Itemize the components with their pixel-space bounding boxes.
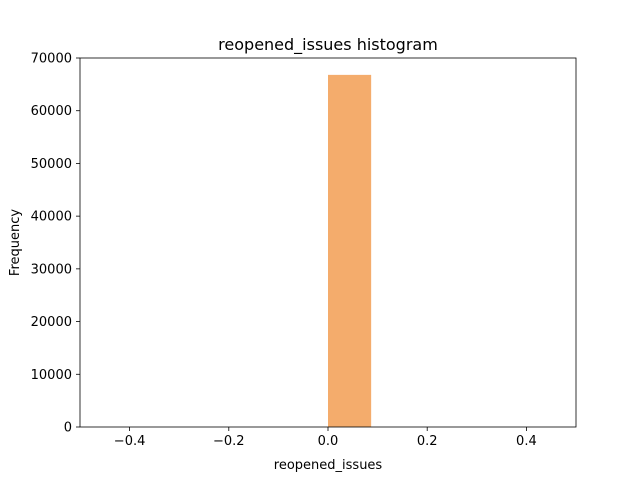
y-axis-ticks: 0 10000 20000 30000 40000 50000 60000 70000: [31, 52, 80, 436]
y-tick-label: 60000: [31, 104, 72, 119]
x-tick-label: −0.2: [213, 434, 245, 449]
bars-layer: [328, 74, 372, 428]
x-tick-label: 0.2: [417, 434, 438, 449]
y-tick-label: 70000: [31, 52, 72, 67]
y-tick-label: 50000: [31, 157, 72, 172]
y-axis-label: Frequency: [8, 209, 23, 276]
x-tick-label: −0.4: [114, 434, 146, 449]
x-axis-label: reopened_issues: [274, 458, 383, 473]
y-tick-label: 40000: [31, 210, 72, 225]
y-tick-label: 30000: [31, 262, 72, 277]
x-axis-ticks: −0.4 −0.2 0.0 0.2 0.4: [114, 427, 537, 449]
y-tick-label: 10000: [31, 368, 72, 383]
y-tick-label: 20000: [31, 315, 72, 330]
x-tick-label: 0.4: [516, 434, 537, 449]
chart-title: reopened_issues histogram: [218, 35, 438, 55]
y-tick-label: 0: [64, 421, 72, 436]
histogram-bar-0: [328, 74, 372, 428]
x-tick-label: 0.0: [318, 434, 339, 449]
